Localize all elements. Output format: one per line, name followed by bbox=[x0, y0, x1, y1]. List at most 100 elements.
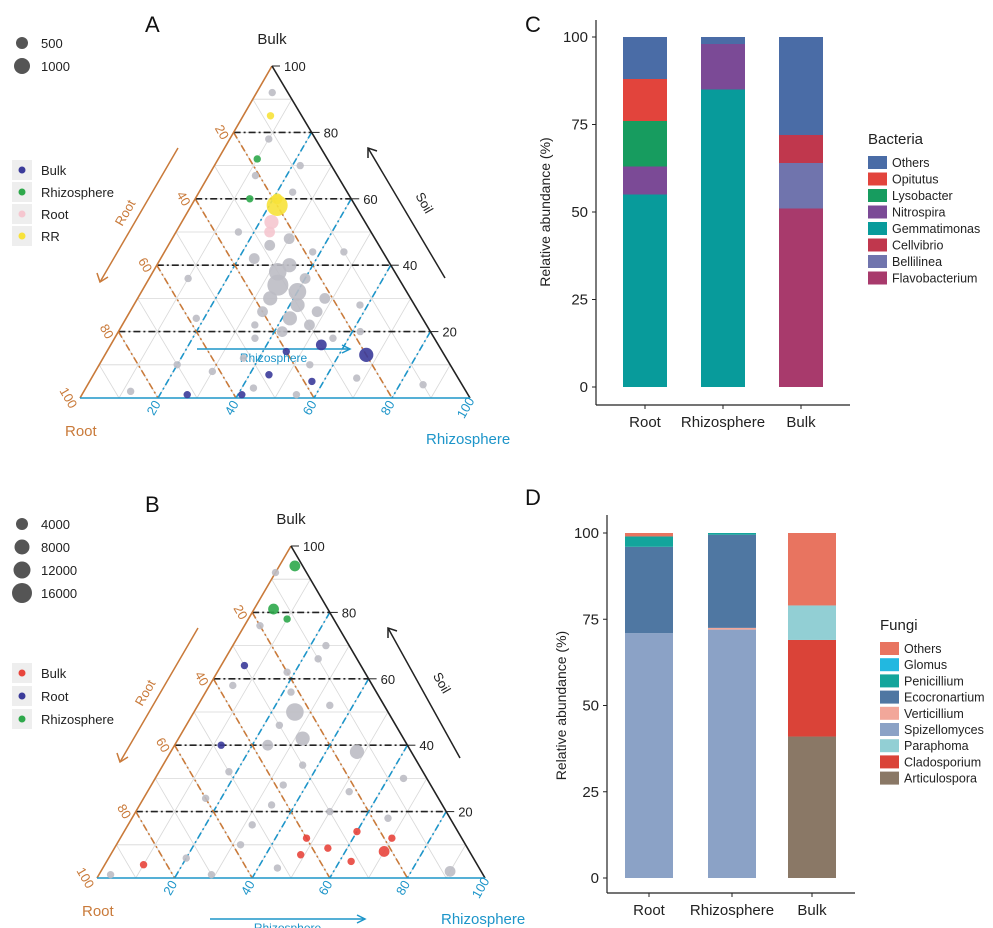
tick-label-bulk: 40 bbox=[419, 738, 433, 753]
color-legend-label: RR bbox=[41, 229, 60, 244]
point-grey bbox=[314, 655, 322, 663]
point-grey bbox=[239, 354, 248, 362]
point-grey bbox=[287, 688, 295, 696]
bar-segment-penicillium bbox=[708, 533, 756, 535]
legend-label-verticillium: Verticillium bbox=[904, 707, 964, 721]
legend-swatch-gemmatimonas bbox=[868, 222, 887, 235]
apex-label: Bulk bbox=[276, 511, 306, 528]
point-grey bbox=[234, 228, 243, 236]
color-legend-dot bbox=[18, 210, 26, 218]
legend-label-articulospora: Articulospora bbox=[904, 772, 977, 786]
point-grey bbox=[207, 870, 216, 879]
legend-swatch-others bbox=[868, 156, 887, 169]
dashed-line-root bbox=[117, 331, 159, 399]
point-grey bbox=[311, 306, 323, 318]
point-bulk bbox=[378, 846, 390, 857]
bar-segment-gemmatimonas bbox=[701, 89, 745, 387]
point-grey bbox=[298, 761, 307, 769]
point-bulk bbox=[238, 390, 246, 399]
color-legend-label: Root bbox=[41, 689, 69, 704]
point-grey bbox=[192, 314, 200, 323]
bar-segment-nitrospira bbox=[701, 44, 745, 90]
bar-segment-flavobacterium bbox=[779, 208, 823, 387]
legend-swatch-cellvibrio bbox=[868, 238, 887, 252]
grid-line-rhizo bbox=[118, 98, 293, 399]
legend-label-glomus: Glomus bbox=[904, 658, 947, 672]
point-grey bbox=[251, 321, 259, 329]
dashed-line-rhizo bbox=[329, 744, 409, 879]
legend-label-flavobacterium: Flavobacterium bbox=[892, 272, 977, 286]
tick-label-root: 40 bbox=[192, 669, 212, 689]
point-grey bbox=[356, 327, 364, 336]
point-bulk bbox=[183, 390, 191, 399]
point-grey bbox=[271, 568, 280, 577]
arrow-head-root bbox=[116, 752, 129, 764]
y-tick-label: 75 bbox=[582, 611, 599, 628]
x-tick-label-bulk: Bulk bbox=[786, 414, 816, 431]
arrow-label-rhizo: Rhizosphere bbox=[240, 351, 308, 365]
bar-segment-ecocronartium bbox=[708, 534, 756, 628]
point-bulk bbox=[347, 857, 355, 866]
dashed-line-rhizo bbox=[251, 678, 370, 879]
y-axis-label: Relative abundance (%) bbox=[553, 631, 569, 780]
point-grey bbox=[248, 821, 256, 829]
bar-segment-cladosporium bbox=[788, 639, 836, 737]
y-tick-label: 50 bbox=[582, 698, 599, 715]
point-grey bbox=[236, 841, 245, 849]
legend-label-others: Others bbox=[904, 642, 942, 656]
x-tick-label-root: Root bbox=[629, 414, 662, 431]
point-root bbox=[264, 214, 279, 230]
y-tick-label: 75 bbox=[571, 117, 588, 134]
size-legend-label: 4000 bbox=[41, 517, 70, 532]
point-bulk bbox=[282, 347, 290, 356]
legend-title: Fungi bbox=[880, 617, 918, 634]
color-legend-dot bbox=[18, 669, 26, 677]
grid-line-root bbox=[175, 231, 276, 399]
vertex-label-rhizo: Rhizosphere bbox=[426, 431, 510, 448]
vertex-label-root: Root bbox=[82, 903, 115, 920]
point-grey bbox=[251, 171, 260, 180]
legend-label-bellilinea: Bellilinea bbox=[892, 255, 942, 269]
point-grey bbox=[340, 248, 348, 256]
point-rhizosphere bbox=[289, 560, 301, 572]
legend-swatch-ecocronartium bbox=[880, 690, 899, 704]
size-legend-dot bbox=[16, 37, 28, 49]
legend-label-opitutus: Opitutus bbox=[892, 173, 939, 187]
y-axis-label: Relative abundance (%) bbox=[537, 137, 553, 286]
bar-segment-bellilinea bbox=[779, 163, 823, 209]
grid-line-root bbox=[252, 98, 432, 399]
tick-label-rhizo: 60 bbox=[299, 398, 319, 418]
grid-line-root bbox=[232, 645, 369, 879]
legend-swatch-glomus bbox=[880, 658, 899, 672]
grid-line-rhizo bbox=[213, 645, 350, 879]
tick-label-rhizo: 80 bbox=[393, 878, 413, 898]
point-rhizosphere bbox=[268, 603, 279, 615]
tick-label-root: 80 bbox=[114, 801, 134, 821]
size-legend-label: 500 bbox=[41, 36, 63, 51]
point-grey bbox=[279, 781, 287, 789]
point-grey bbox=[329, 334, 337, 342]
y-tick-label: 100 bbox=[574, 525, 599, 542]
legend-swatch-cladosporium bbox=[880, 755, 899, 769]
dashed-line-rhizo bbox=[406, 811, 447, 879]
edge-root bbox=[96, 545, 292, 879]
arrow-label-rhizo: Rhizosphere bbox=[254, 921, 322, 928]
size-legend-dot bbox=[16, 518, 28, 530]
legend-swatch-lysobacter bbox=[868, 189, 887, 202]
y-tick-label: 25 bbox=[571, 292, 588, 309]
legend-swatch-articulospora bbox=[880, 771, 899, 785]
bar-segment-others bbox=[623, 37, 667, 79]
color-legend-label: Rhizosphere bbox=[41, 712, 114, 727]
point-bulk bbox=[315, 339, 327, 351]
point-rr bbox=[266, 112, 275, 120]
color-legend-label: Rhizosphere bbox=[41, 185, 114, 200]
legend-label-cladosporium: Cladosporium bbox=[904, 755, 981, 769]
tick-label-rhizo: 40 bbox=[221, 398, 241, 418]
bar-segment-nitrospira bbox=[623, 166, 667, 195]
x-tick-label-rhizosphere: Rhizosphere bbox=[681, 414, 765, 431]
legend-label-ecocronartium: Ecocronartium bbox=[904, 691, 985, 705]
y-tick-label: 25 bbox=[582, 784, 599, 801]
point-grey bbox=[276, 326, 288, 337]
point-bulk bbox=[139, 861, 148, 869]
